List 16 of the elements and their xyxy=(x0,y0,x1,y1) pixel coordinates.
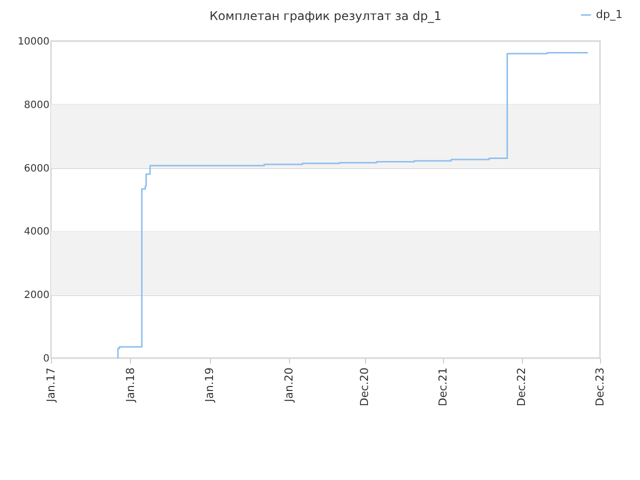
x-tick-label: Jan.19 xyxy=(203,368,216,403)
x-tick-label: Dec.22 xyxy=(515,368,528,406)
y-tick-label: 10000 xyxy=(18,36,50,48)
y-tick-label: 2000 xyxy=(24,290,50,302)
x-tick-label: Dec.20 xyxy=(358,368,372,406)
chart-title: Комплетан график резултат за dp_1 xyxy=(210,9,442,23)
x-tick-label: Dec.21 xyxy=(436,368,450,406)
x-tick-label: Jan.18 xyxy=(124,368,137,403)
x-tick-label: Jan.20 xyxy=(282,368,296,403)
y-tick-label: 6000 xyxy=(24,163,50,174)
y-tick-label: 0 xyxy=(43,354,50,364)
x-tick-label: Dec.23 xyxy=(594,368,606,406)
x-tick-label: Jan.17 xyxy=(44,368,58,403)
y-tick-label: 8000 xyxy=(24,100,50,111)
legend-label: dp_1 xyxy=(596,8,622,21)
y-tick-label: 4000 xyxy=(24,226,50,238)
